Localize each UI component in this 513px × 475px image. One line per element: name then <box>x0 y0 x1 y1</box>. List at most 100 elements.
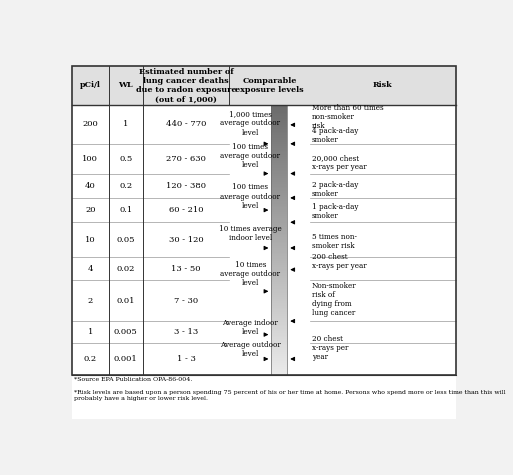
Bar <box>271 190 287 191</box>
Bar <box>271 238 287 239</box>
Bar <box>271 333 287 334</box>
Bar <box>271 251 287 252</box>
Bar <box>271 304 287 305</box>
Bar <box>271 345 287 346</box>
Bar <box>271 214 287 215</box>
Bar <box>271 216 287 217</box>
Bar <box>271 117 287 118</box>
Bar <box>271 146 287 147</box>
Bar <box>271 286 287 287</box>
Text: 1: 1 <box>123 120 128 128</box>
Bar <box>271 183 287 184</box>
Bar <box>271 168 287 169</box>
Text: 0.2: 0.2 <box>84 355 97 363</box>
Bar <box>271 239 287 240</box>
Bar <box>271 335 287 336</box>
Bar <box>271 283 287 284</box>
Bar <box>271 217 287 218</box>
Bar <box>271 108 287 109</box>
Bar <box>271 170 287 171</box>
Bar <box>271 181 287 182</box>
Bar <box>271 341 287 342</box>
Bar <box>271 147 287 148</box>
Bar <box>271 222 287 223</box>
Bar <box>271 156 287 157</box>
Bar <box>271 322 287 323</box>
Bar <box>271 237 287 238</box>
Bar <box>271 371 287 372</box>
Bar <box>271 203 287 204</box>
Text: pCi/l: pCi/l <box>80 81 101 89</box>
Text: 1 - 3: 1 - 3 <box>177 355 195 363</box>
Bar <box>271 126 287 127</box>
Bar <box>271 151 287 152</box>
Bar <box>72 66 456 375</box>
Text: Risk: Risk <box>373 81 392 89</box>
Bar <box>271 144 287 145</box>
Bar <box>271 309 287 310</box>
Bar <box>271 157 287 158</box>
Bar <box>271 332 287 333</box>
Bar <box>271 289 287 290</box>
Text: 20: 20 <box>85 206 95 214</box>
Bar <box>271 236 287 237</box>
Bar <box>271 174 287 175</box>
Bar <box>271 266 287 267</box>
Bar <box>271 282 287 283</box>
Bar <box>271 114 287 115</box>
Bar <box>271 360 287 361</box>
Bar <box>271 349 287 350</box>
Bar <box>271 220 287 221</box>
Bar <box>271 196 287 197</box>
Bar <box>271 145 287 146</box>
Bar <box>271 334 287 335</box>
Bar <box>271 366 287 367</box>
Bar <box>271 370 287 371</box>
Bar <box>271 116 287 117</box>
Bar <box>271 258 287 259</box>
Bar <box>271 267 287 268</box>
Bar <box>271 104 287 375</box>
Bar <box>271 110 287 111</box>
Bar <box>271 273 287 274</box>
Text: 0.1: 0.1 <box>119 206 132 214</box>
Bar <box>271 253 287 254</box>
Bar <box>271 139 287 140</box>
Bar <box>271 243 287 244</box>
Bar <box>271 348 287 349</box>
Bar <box>271 303 287 304</box>
Bar <box>271 313 287 314</box>
Bar <box>271 121 287 122</box>
Bar <box>271 134 287 135</box>
Bar <box>271 241 287 242</box>
Bar <box>271 164 287 165</box>
Bar <box>271 132 287 133</box>
Text: 0.5: 0.5 <box>119 155 132 162</box>
Bar <box>271 228 287 229</box>
Bar <box>271 295 287 296</box>
Text: 100 times
average outdoor
level: 100 times average outdoor level <box>220 143 280 169</box>
Bar <box>271 192 287 193</box>
Bar <box>271 141 287 142</box>
Bar <box>271 352 287 353</box>
Text: 10: 10 <box>85 236 95 244</box>
Bar <box>271 331 287 332</box>
Bar <box>271 373 287 374</box>
Bar <box>271 268 287 269</box>
Bar <box>271 215 287 216</box>
Bar <box>271 166 287 167</box>
Bar <box>271 233 287 234</box>
Bar <box>271 298 287 299</box>
Bar <box>271 231 287 232</box>
Bar <box>271 129 287 130</box>
Bar <box>271 259 287 260</box>
Bar <box>271 201 287 202</box>
Text: 30 - 120: 30 - 120 <box>169 236 204 244</box>
Text: Non-smoker
risk of
dying from
lung cancer: Non-smoker risk of dying from lung cance… <box>312 282 357 317</box>
Bar <box>271 369 287 370</box>
Bar <box>271 302 287 303</box>
Bar <box>271 234 287 235</box>
Text: 4: 4 <box>88 265 93 273</box>
Bar <box>271 311 287 312</box>
Bar <box>271 135 287 136</box>
